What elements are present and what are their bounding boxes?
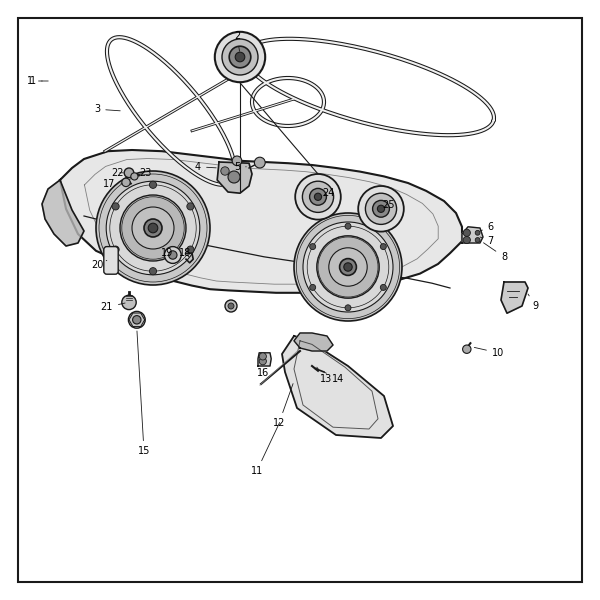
Text: 1: 1 bbox=[27, 76, 48, 86]
Circle shape bbox=[164, 247, 181, 263]
FancyBboxPatch shape bbox=[104, 247, 118, 274]
Circle shape bbox=[187, 203, 194, 210]
Circle shape bbox=[254, 157, 265, 168]
Circle shape bbox=[380, 284, 386, 290]
Circle shape bbox=[106, 181, 200, 275]
Text: 22: 22 bbox=[111, 168, 123, 178]
Text: 9: 9 bbox=[528, 294, 539, 311]
Circle shape bbox=[295, 174, 341, 220]
Text: 20: 20 bbox=[91, 260, 107, 270]
Circle shape bbox=[235, 52, 245, 62]
Text: 8: 8 bbox=[484, 243, 507, 262]
Circle shape bbox=[112, 203, 119, 210]
Text: 23: 23 bbox=[139, 168, 151, 178]
Text: 25: 25 bbox=[383, 200, 395, 210]
Circle shape bbox=[228, 171, 240, 183]
Text: 10: 10 bbox=[475, 347, 504, 358]
Text: 7: 7 bbox=[480, 236, 494, 246]
Polygon shape bbox=[217, 162, 252, 193]
Circle shape bbox=[358, 186, 404, 232]
Circle shape bbox=[149, 268, 157, 275]
Text: 19: 19 bbox=[161, 248, 173, 258]
Text: 15: 15 bbox=[137, 331, 150, 456]
Circle shape bbox=[329, 248, 367, 286]
Circle shape bbox=[149, 181, 157, 188]
Polygon shape bbox=[60, 150, 462, 293]
Circle shape bbox=[377, 205, 385, 212]
Text: 17: 17 bbox=[103, 179, 122, 189]
Circle shape bbox=[310, 284, 316, 290]
Circle shape bbox=[124, 168, 134, 178]
Circle shape bbox=[373, 200, 389, 217]
Circle shape bbox=[310, 188, 326, 205]
Circle shape bbox=[229, 46, 251, 68]
Circle shape bbox=[122, 295, 136, 310]
Circle shape bbox=[340, 259, 356, 275]
Circle shape bbox=[131, 173, 138, 180]
Circle shape bbox=[228, 303, 234, 309]
Polygon shape bbox=[501, 282, 528, 313]
Text: 12: 12 bbox=[273, 383, 293, 428]
Text: 21: 21 bbox=[101, 302, 125, 312]
Circle shape bbox=[475, 230, 480, 235]
Circle shape bbox=[133, 316, 141, 324]
Text: 18: 18 bbox=[179, 248, 191, 258]
Circle shape bbox=[294, 213, 402, 321]
Circle shape bbox=[148, 223, 158, 233]
Text: 16: 16 bbox=[257, 368, 269, 378]
Text: 3: 3 bbox=[94, 104, 120, 114]
Circle shape bbox=[345, 305, 351, 311]
Circle shape bbox=[122, 178, 130, 187]
Circle shape bbox=[380, 244, 386, 250]
Circle shape bbox=[463, 345, 471, 353]
Text: 13: 13 bbox=[317, 367, 332, 384]
Circle shape bbox=[475, 238, 480, 242]
Circle shape bbox=[225, 300, 237, 312]
Circle shape bbox=[365, 193, 397, 224]
Circle shape bbox=[112, 246, 119, 253]
Circle shape bbox=[222, 39, 258, 75]
Circle shape bbox=[317, 236, 379, 298]
Circle shape bbox=[144, 219, 162, 237]
Circle shape bbox=[187, 246, 194, 253]
Circle shape bbox=[463, 229, 470, 236]
Polygon shape bbox=[294, 333, 333, 351]
Circle shape bbox=[132, 207, 174, 249]
Polygon shape bbox=[42, 180, 84, 246]
Polygon shape bbox=[462, 227, 483, 243]
Circle shape bbox=[259, 358, 266, 365]
Circle shape bbox=[344, 263, 352, 271]
Circle shape bbox=[302, 181, 334, 212]
Circle shape bbox=[215, 32, 265, 82]
Text: 1: 1 bbox=[30, 76, 42, 86]
Circle shape bbox=[128, 311, 145, 328]
Text: 6: 6 bbox=[480, 222, 494, 232]
Circle shape bbox=[310, 244, 316, 250]
Circle shape bbox=[221, 167, 229, 175]
Polygon shape bbox=[258, 353, 271, 366]
Circle shape bbox=[232, 156, 242, 166]
Circle shape bbox=[345, 223, 351, 229]
Polygon shape bbox=[282, 336, 393, 438]
Text: 4: 4 bbox=[195, 162, 216, 172]
Circle shape bbox=[96, 171, 210, 285]
Text: 24: 24 bbox=[323, 188, 335, 198]
Circle shape bbox=[120, 195, 186, 261]
Text: 11: 11 bbox=[251, 422, 280, 476]
Circle shape bbox=[463, 236, 470, 244]
Text: 2: 2 bbox=[234, 31, 240, 51]
Circle shape bbox=[314, 193, 322, 200]
Text: 5: 5 bbox=[234, 162, 246, 172]
Circle shape bbox=[169, 251, 177, 259]
Circle shape bbox=[259, 353, 266, 360]
Text: 14: 14 bbox=[324, 372, 344, 384]
Circle shape bbox=[303, 222, 393, 312]
